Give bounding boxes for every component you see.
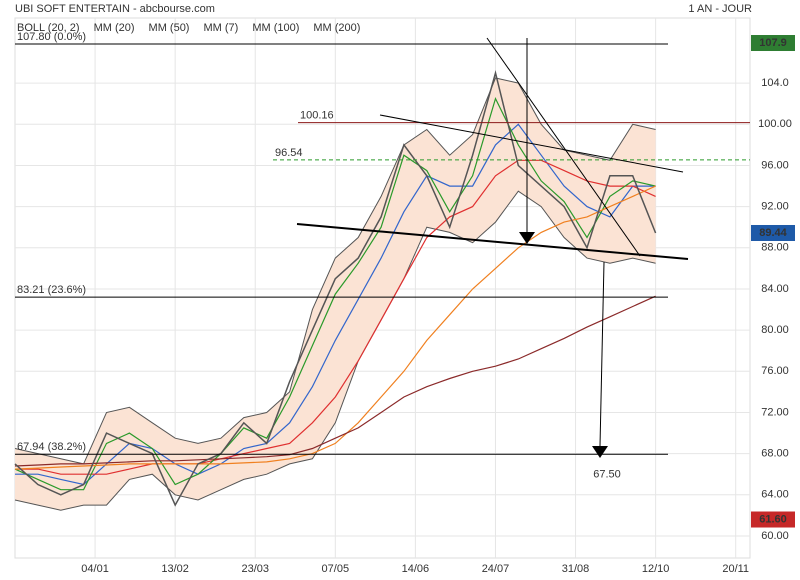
y-tick-label: 72.00 [761,406,789,418]
y-tick-label: 80.00 [761,324,789,336]
band-lower [14,190,656,511]
price-tag [751,511,795,528]
plot [14,43,750,511]
annotation: 67.50 [593,469,621,481]
ma-line [15,123,656,486]
x-tick-label: 13/02 [161,563,189,575]
level-label: 96.54 [275,147,303,159]
chart-title: UBI SOFT ENTERTAIN - abcbourse.com [15,3,215,15]
legend-entry: MM (200) [313,22,360,34]
arrow-line [599,261,605,447]
y-tick-label: 68.00 [761,448,789,460]
y-tick-label: 96.00 [761,159,789,171]
level-label: 100.16 [300,110,334,122]
x-tick-label: 07/05 [322,563,350,575]
price-tag [751,224,795,241]
x-tick-label: 23/03 [241,563,269,575]
level-label: 83.21 (23.6%) [17,284,86,296]
x-tick-label: 24/07 [482,563,510,575]
period: 1 AN - JOUR [688,3,752,15]
ma-line [14,295,656,467]
trend-line [486,37,641,257]
arrow-head [592,446,608,458]
y-tick-label: 88.00 [761,242,789,254]
y-tick-label: 84.00 [761,283,789,295]
ma-line [14,185,656,470]
x-tick-label: 31/08 [562,563,590,575]
trend-line [379,114,684,173]
y-tick-label: 104.0 [761,77,789,89]
y-tick-label: 92.00 [761,201,789,213]
arrow-head [519,232,535,244]
y-tick-label: 100.00 [758,118,792,130]
x-tick-label: 14/06 [402,563,430,575]
level-label: 67.94 (38.2%) [17,441,86,453]
y-tick-label: 60.00 [761,530,789,542]
x-tick-label: 20/11 [722,563,749,575]
ma-line [14,96,656,491]
plot-frame [14,17,751,559]
y-tick-label: 64.00 [761,489,789,501]
legend-entry: MM (20) [94,22,135,34]
trend-line [296,223,689,260]
price-tag [751,35,795,52]
labels: UBI SOFT ENTERTAIN - abcbourse.com 1 AN … [15,3,795,575]
price-tag-label: 107.9 [759,37,787,49]
ma-line [15,159,656,475]
x-tick-label: 04/01 [81,563,109,575]
drawings [296,37,689,458]
band-upper [14,77,656,465]
legend-entry: MM (50) [149,22,190,34]
legend-entry: BOLL (20, 2) [17,22,80,34]
y-tick-label: 76.00 [761,365,789,377]
price-tag-label: 89.44 [759,227,787,239]
level-label: 107.80 (0.0%) [17,31,86,43]
legend-entry: MM (7) [203,22,238,34]
price-line [14,69,657,507]
price-tag-label: 61.60 [759,513,787,525]
x-tick-label: 12/10 [642,563,670,575]
legend-entry: MM (100) [252,22,299,34]
